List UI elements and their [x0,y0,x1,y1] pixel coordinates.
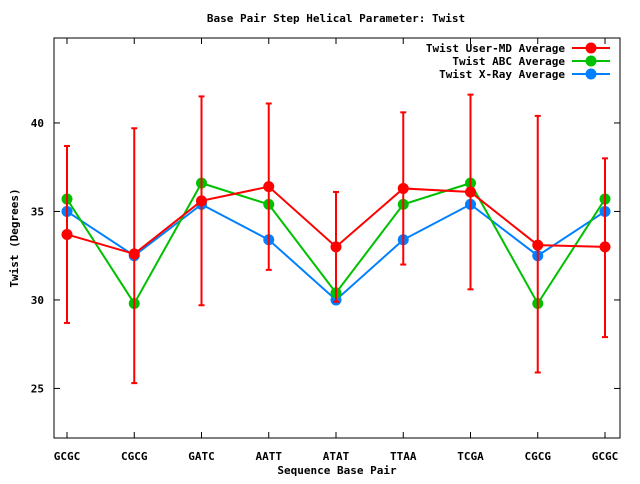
data-point [465,186,476,198]
data-point [397,182,409,194]
data-point [61,228,73,240]
y-tick-label: 25 [31,382,44,395]
data-point [196,195,207,207]
x-tick-label: CGCG [121,450,148,463]
y-tick-label: 35 [31,205,44,218]
x-tick-label: TTAA [390,450,417,463]
y-tick-label: 30 [31,294,44,307]
x-tick-label: TCGA [457,450,484,463]
data-point [128,248,140,260]
legend-marker [585,55,597,67]
chart-title: Base Pair Step Helical Parameter: Twist [207,12,465,25]
x-tick-label: AATT [256,450,283,463]
legend-marker [585,42,597,54]
y-tick-label: 40 [31,117,44,130]
x-tick-label: GCGC [592,450,619,463]
plot-frame [53,37,621,439]
y-axis-label: Twist (Degrees) [8,188,21,287]
x-tick-label: CGCG [525,450,552,463]
legend-label: Twist User-MD Average [426,42,565,55]
legend-label: Twist ABC Average [452,55,565,68]
data-point [330,241,342,253]
x-tick-label: ATAT [323,450,350,463]
x-tick-label: GATC [188,450,215,463]
legend-marker [585,68,597,80]
x-axis-label: Sequence Base Pair [277,464,397,477]
data-point [532,239,544,251]
data-point [599,241,611,253]
x-tick-label: GCGC [54,450,81,463]
data-point [263,181,275,193]
legend-label: Twist X-Ray Average [439,68,565,81]
